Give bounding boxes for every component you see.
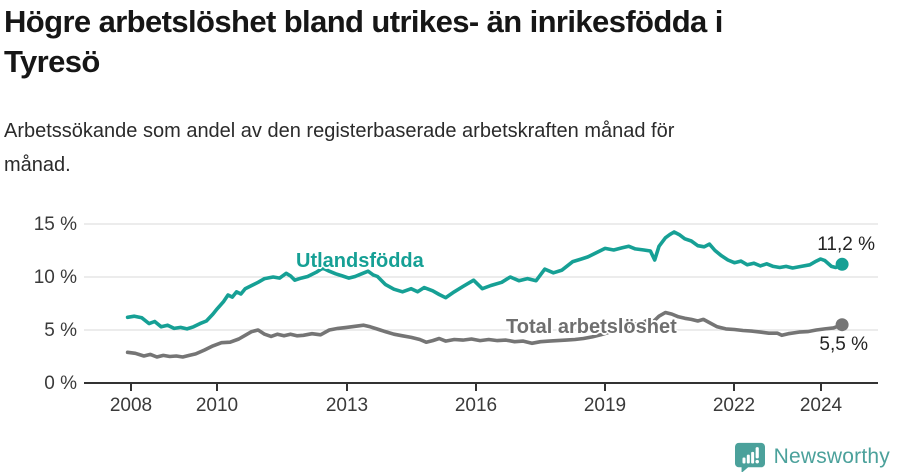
y-tick-label-5: 5 % [44,320,77,341]
series-end-dot-0 [835,257,849,271]
page-title-line-1: Högre arbetslöshet bland utrikes- än inr… [4,4,723,39]
page-title: Högre arbetslöshet bland utrikes- än inr… [4,2,898,81]
gridlines [84,223,878,331]
y-tick-label-10: 10 % [33,267,77,288]
series-label-total-arbetsloshet: Total arbetslöshet [506,316,677,338]
end-value-label-total: 5,5 % [819,334,868,355]
x-tick-label-2010: 2010 [195,395,239,416]
newsworthy-logo-icon [734,441,765,473]
series-line-1 [125,310,844,359]
x-tick-label-2022: 2022 [712,395,756,416]
chart-subtitle: Arbetssökande som andel av den registerb… [4,114,864,183]
chart-subtitle-line-2: månad. [4,154,71,177]
y-tick-label-0: 0 % [44,373,77,394]
x-axis [84,382,878,391]
x-tick-label-2019: 2019 [583,395,627,416]
series-label-utlandsfodda: Utlandsfödda [296,250,424,272]
newsworthy-brand-link[interactable]: Newsworthy [734,441,890,473]
x-tick-label-2024: 2024 [799,395,843,416]
chart-subtitle-line-1: Arbetssökande som andel av den registerb… [4,120,675,142]
end-value-label-utlandsfodda: 11,2 % [817,234,875,255]
series-line-0 [125,230,844,331]
x-tick-label-2008: 2008 [109,395,153,416]
series-end-dot-1 [835,318,849,332]
x-tick-label-2016: 2016 [454,395,498,416]
series-layer [125,230,849,359]
y-tick-label-15: 15 % [33,214,77,235]
newsworthy-brand-text: Newsworthy [773,444,890,468]
page-title-line-2: Tyresö [4,43,100,79]
x-tick-label-2013: 2013 [325,395,369,416]
